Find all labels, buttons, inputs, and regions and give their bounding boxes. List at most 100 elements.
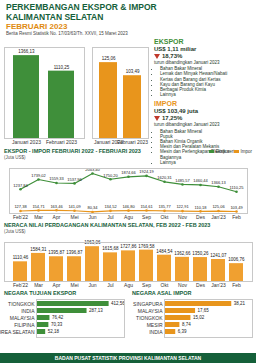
svg-text:1537,96: 1537,96	[67, 177, 82, 182]
svg-text:80,34: 80,34	[87, 205, 98, 210]
svg-text:1366,13: 1366,13	[18, 49, 35, 54]
html-text:EKSPOR: EKSPOR	[154, 38, 184, 45]
svg-text:Februari 2023: Februari 2023	[46, 139, 77, 145]
svg-text:MESIR: MESIR	[147, 322, 163, 328]
html-text:IMPOR: IMPOR	[154, 100, 177, 108]
svg-text:Agu: Agu	[124, 214, 133, 220]
svg-text:1620,31: 1620,31	[157, 175, 172, 180]
html-text:Mesin dan Perlengkapan Elektri: Mesin dan Perlengkapan Elektrik serta Ba…	[160, 149, 237, 160]
svg-text:Nov: Nov	[178, 214, 187, 220]
svg-text:125,06: 125,06	[102, 56, 116, 61]
svg-text:1350,26: 1350,26	[192, 251, 209, 256]
svg-text:1110,25: 1110,25	[230, 185, 245, 190]
svg-text:Des: Des	[196, 214, 205, 220]
svg-text:Mei: Mei	[70, 282, 78, 288]
svg-text:Feb'22: Feb'22	[13, 282, 28, 288]
html-text:PERKEMBANGAN EKSPOR & IMPOR KA: PERKEMBANGAN EKSPOR & IMPOR KALIMANTAN S…	[6, 2, 157, 22]
svg-text:Sep: Sep	[142, 282, 151, 288]
svg-text:17,65: 17,65	[198, 308, 210, 313]
html-text:17,25%: 17,25%	[162, 115, 183, 122]
svg-text:76,42: 76,42	[52, 315, 64, 320]
svg-text:Feb: Feb	[232, 214, 241, 220]
svg-text:6,39: 6,39	[178, 329, 187, 334]
svg-text:1110,46: 1110,46	[13, 255, 29, 260]
svg-text:38,21: 38,21	[234, 301, 246, 306]
svg-text:Sep: Sep	[142, 214, 151, 220]
svg-text:Nov: Nov	[178, 282, 187, 288]
svg-text:Agu: Agu	[124, 282, 133, 288]
svg-text:Jan'23: Jan'23	[211, 282, 226, 288]
svg-text:MALAYSIA: MALAYSIA	[10, 315, 35, 321]
svg-text:15,02: 15,02	[193, 315, 205, 320]
svg-text:103,49: 103,49	[230, 205, 243, 210]
svg-text:1006,76: 1006,76	[228, 257, 245, 262]
svg-text:8,74: 8,74	[182, 322, 191, 327]
svg-text:2043,40: 2043,40	[85, 167, 100, 172]
svg-text:Jun: Jun	[88, 282, 96, 288]
svg-text:1924,19: 1924,19	[139, 169, 154, 174]
html-text:US$ 103,49 juta: US$ 103,49 juta	[154, 108, 198, 115]
svg-text:70,33: 70,33	[51, 322, 63, 327]
svg-text:1750,20: 1750,20	[103, 173, 118, 178]
svg-text:163,46: 163,46	[50, 204, 63, 209]
svg-text:134,52: 134,52	[104, 204, 117, 209]
svg-text:1584,31: 1584,31	[30, 247, 47, 252]
svg-text:125,06: 125,06	[212, 204, 225, 209]
svg-text:TIONGKOK: TIONGKOK	[8, 301, 35, 307]
svg-text:FILIPINA: FILIPINA	[14, 322, 35, 328]
svg-text:Feb'22: Feb'22	[13, 214, 28, 220]
svg-text:122,91: 122,91	[176, 204, 189, 209]
svg-text:Januari 2023: Januari 2023	[12, 139, 41, 145]
svg-text:TIONGKOK: TIONGKOK	[136, 315, 163, 321]
svg-text:141,09: 141,09	[68, 204, 81, 209]
html-text:US$ 1,11 miliar: US$ 1,11 miliar	[154, 46, 197, 52]
html-text:FEBRUARI 2023: FEBRUARI 2023	[6, 22, 68, 31]
svg-text:1237,84: 1237,84	[13, 183, 28, 188]
svg-text:1874,66: 1874,66	[121, 170, 136, 175]
svg-text:Okt: Okt	[161, 282, 169, 288]
svg-text:127,38: 127,38	[14, 204, 27, 209]
svg-text:Apr: Apr	[53, 282, 61, 288]
svg-text:412,56: 412,56	[111, 301, 125, 306]
svg-text:MALAYSIA: MALAYSIA	[138, 308, 163, 314]
svg-text:1396,87: 1396,87	[66, 250, 83, 255]
svg-text:154,71: 154,71	[32, 204, 45, 209]
svg-text:Des: Des	[196, 282, 205, 288]
svg-text:INDIA: INDIA	[149, 329, 163, 335]
svg-text:Jul: Jul	[107, 282, 113, 288]
svg-text:135,77: 135,77	[158, 204, 171, 209]
svg-text:Januari 2023: Januari 2023	[94, 139, 123, 146]
svg-text:287,13: 287,13	[89, 308, 103, 313]
svg-text:1769,58: 1769,58	[138, 244, 155, 249]
svg-text:KOREA SELATAN: KOREA SELATAN	[0, 329, 35, 335]
svg-text:Mar: Mar	[34, 282, 43, 288]
svg-text:1559,33: 1559,33	[49, 176, 64, 181]
svg-text:1484,54: 1484,54	[156, 249, 173, 254]
svg-text:Feb: Feb	[232, 282, 241, 288]
svg-text:146,80: 146,80	[122, 204, 135, 209]
svg-text:Jan'23: Jan'23	[211, 214, 226, 220]
svg-text:1395,87: 1395,87	[48, 250, 65, 255]
svg-text:Mei: Mei	[70, 214, 78, 220]
svg-text:1362,66: 1362,66	[174, 251, 191, 256]
svg-text:Jul: Jul	[107, 214, 113, 220]
svg-text:1739,02: 1739,02	[31, 173, 46, 178]
svg-text:1727,86: 1727,86	[120, 244, 137, 249]
svg-text:1615,68: 1615,68	[102, 246, 119, 251]
svg-text:1110,25: 1110,25	[54, 65, 70, 70]
svg-text:Okt: Okt	[161, 214, 169, 220]
svg-text:1460,44: 1460,44	[193, 178, 208, 183]
svg-text:52,18: 52,18	[48, 329, 60, 334]
svg-text:SINGAPURA: SINGAPURA	[133, 301, 163, 307]
svg-text:Mar: Mar	[34, 214, 43, 220]
svg-text:INDIA: INDIA	[21, 308, 35, 314]
svg-text:110,18: 110,18	[195, 205, 208, 210]
svg-text:Apr: Apr	[53, 214, 61, 220]
svg-text:Jun: Jun	[88, 214, 96, 220]
svg-text:Februari 2023: Februari 2023	[117, 139, 148, 145]
svg-text:103,49: 103,49	[126, 69, 140, 74]
svg-text:1485,57: 1485,57	[175, 178, 190, 183]
svg-text:154,61: 154,61	[140, 204, 153, 209]
svg-text:1241,07: 1241,07	[210, 253, 227, 258]
svg-text:1366,13: 1366,13	[211, 180, 226, 185]
